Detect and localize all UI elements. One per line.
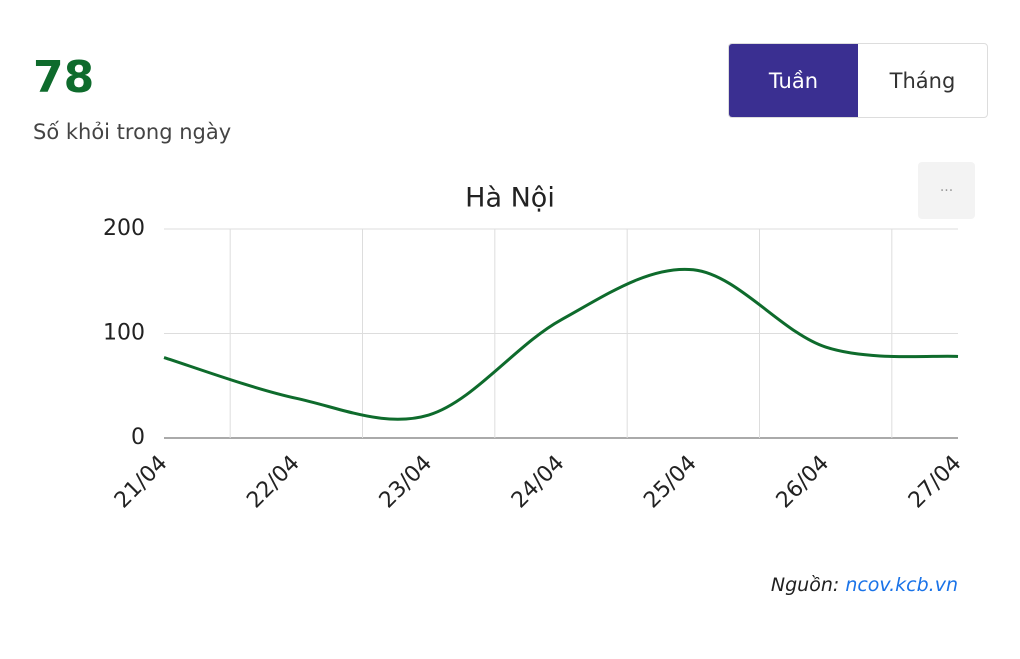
x-tick-label: 21/04: [110, 451, 173, 514]
y-tick-label: 200: [103, 216, 145, 241]
menu-button[interactable]: ···: [918, 162, 975, 219]
x-tick-label: 25/04: [639, 451, 702, 514]
x-tick-label: 22/04: [242, 451, 305, 514]
x-tick-label: 27/04: [904, 451, 967, 514]
tab[interactable]: Tuần: [729, 44, 858, 117]
source: Nguồn: ncov.kcb.vn: [771, 574, 958, 596]
source-link[interactable]: ncov.kcb.vn: [845, 574, 958, 596]
x-tick-label: 23/04: [375, 451, 438, 514]
y-tick-label: 0: [131, 425, 145, 450]
x-tick-label: 26/04: [772, 451, 835, 514]
headline-label: Số khỏi trong ngày: [33, 120, 232, 144]
tabs: Tuần Tháng: [728, 43, 988, 118]
source-label: Nguồn:: [770, 574, 840, 596]
x-tick-label: 24/04: [507, 451, 570, 514]
headline-value: 78: [33, 52, 95, 103]
line: [163, 267, 959, 421]
tab[interactable]: Tháng: [889, 68, 956, 93]
chart-title: Hà Nội: [465, 183, 555, 214]
y-tick-label: 100: [103, 321, 145, 346]
